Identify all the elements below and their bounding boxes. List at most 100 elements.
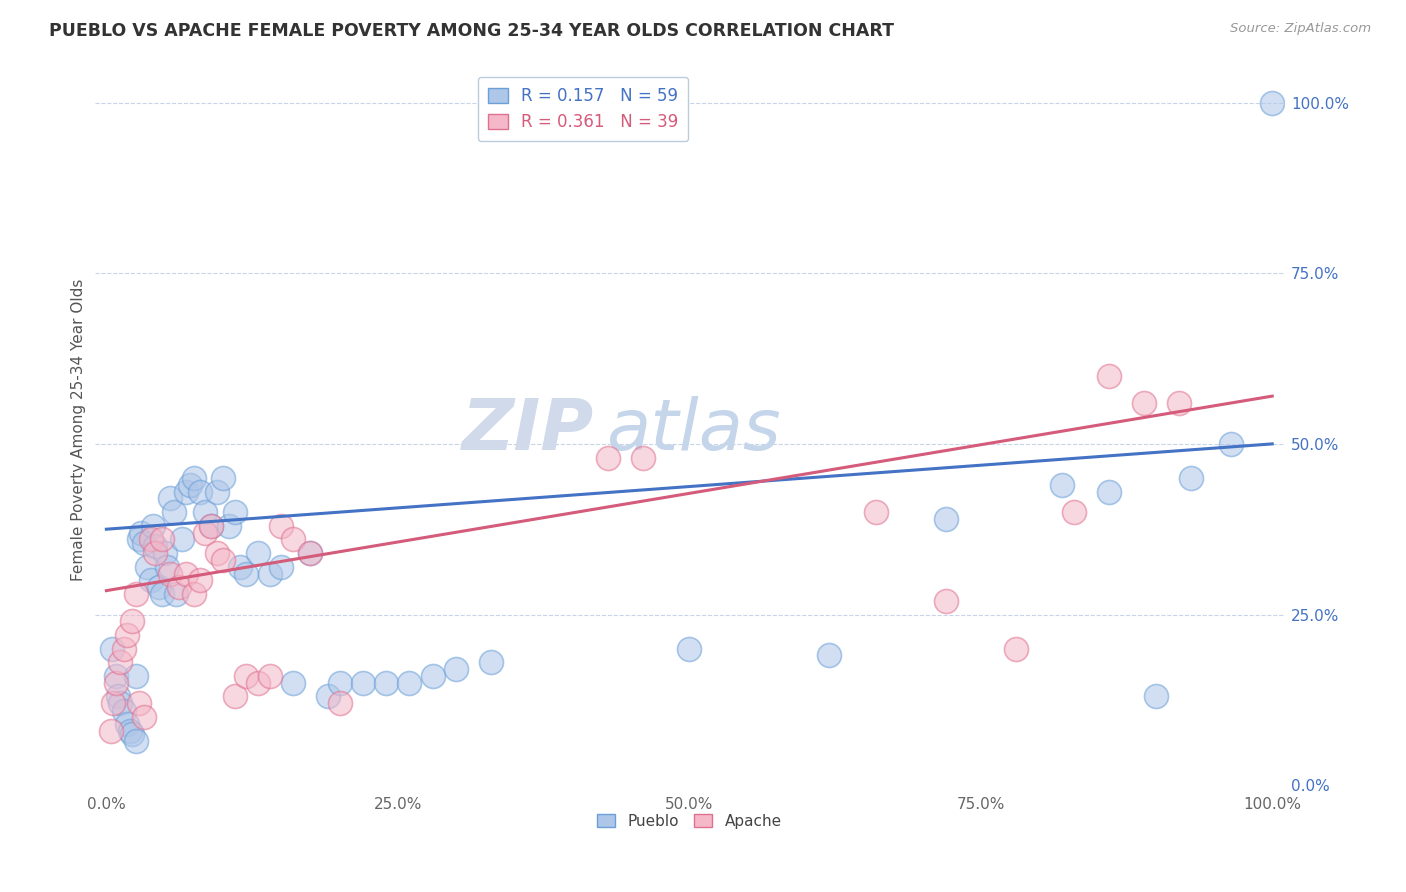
Point (107, 690, 129, 704)
Point (1098, 368, 1121, 383)
Y-axis label: Female Poverty Among 25-34 Year Olds: Female Poverty Among 25-34 Year Olds (72, 279, 86, 582)
Point (299, 546, 322, 560)
Point (132, 536, 155, 550)
Text: PUEBLO VS APACHE FEMALE POVERTY AMONG 25-34 YEAR OLDS CORRELATION CHART: PUEBLO VS APACHE FEMALE POVERTY AMONG 25… (49, 22, 894, 40)
Point (110, 655, 132, 669)
Point (212, 471, 235, 485)
Point (229, 559, 252, 574)
Point (172, 533, 194, 547)
Point (596, 450, 619, 465)
Point (299, 546, 322, 560)
Point (479, 655, 502, 669)
Point (143, 546, 166, 560)
Point (328, 696, 350, 710)
Point (194, 525, 217, 540)
Point (174, 566, 197, 581)
Point (259, 669, 281, 683)
Point (235, 566, 257, 581)
Point (124, 587, 146, 601)
Point (212, 553, 235, 567)
Point (1052, 478, 1074, 492)
Point (200, 518, 222, 533)
Point (246, 546, 269, 560)
Point (422, 669, 444, 683)
Point (143, 539, 166, 553)
Point (375, 675, 398, 690)
Point (246, 675, 269, 690)
Point (200, 518, 222, 533)
Point (124, 669, 146, 683)
Point (281, 675, 304, 690)
Point (150, 533, 173, 547)
Point (148, 580, 170, 594)
Point (174, 484, 197, 499)
Point (112, 705, 135, 719)
Point (117, 628, 139, 642)
Legend: Pueblo, Apache: Pueblo, Apache (591, 807, 787, 835)
Point (224, 505, 246, 519)
Point (139, 533, 162, 547)
Point (818, 648, 841, 663)
Point (281, 533, 304, 547)
Point (235, 669, 257, 683)
Point (1168, 396, 1191, 410)
Point (163, 505, 186, 519)
Point (142, 518, 165, 533)
Point (1004, 641, 1026, 656)
Point (188, 574, 211, 588)
Point (398, 675, 420, 690)
Point (316, 690, 339, 704)
Point (1261, 95, 1284, 110)
Point (259, 566, 281, 581)
Point (444, 662, 467, 676)
Point (128, 533, 150, 547)
Point (270, 518, 292, 533)
Point (121, 727, 143, 741)
Point (131, 525, 153, 540)
Point (112, 641, 135, 656)
Point (270, 559, 292, 574)
Point (136, 559, 159, 574)
Point (104, 675, 127, 690)
Point (1098, 484, 1121, 499)
Point (165, 587, 187, 601)
Point (110, 696, 132, 710)
Point (1063, 505, 1085, 519)
Point (935, 594, 957, 608)
Point (1144, 690, 1167, 704)
Point (100, 723, 122, 738)
Point (205, 484, 228, 499)
Point (121, 615, 143, 629)
Point (132, 710, 155, 724)
Point (194, 505, 217, 519)
Point (179, 478, 201, 492)
Point (124, 733, 146, 747)
Point (935, 512, 957, 526)
Point (101, 641, 124, 656)
Point (1220, 437, 1243, 451)
Point (118, 723, 141, 738)
Point (183, 587, 205, 601)
Point (224, 690, 246, 704)
Point (167, 580, 190, 594)
Point (678, 641, 700, 656)
Point (183, 471, 205, 485)
Point (218, 518, 240, 533)
Point (1180, 471, 1202, 485)
Point (631, 450, 654, 465)
Point (159, 491, 181, 506)
Text: atlas: atlas (606, 396, 780, 465)
Point (117, 716, 139, 731)
Point (352, 675, 374, 690)
Point (1133, 396, 1156, 410)
Point (156, 559, 179, 574)
Point (153, 546, 176, 560)
Point (128, 696, 150, 710)
Text: ZIP: ZIP (463, 396, 595, 465)
Point (139, 574, 162, 588)
Point (865, 505, 887, 519)
Text: Source: ZipAtlas.com: Source: ZipAtlas.com (1230, 22, 1371, 36)
Point (150, 587, 173, 601)
Point (205, 546, 228, 560)
Point (103, 696, 125, 710)
